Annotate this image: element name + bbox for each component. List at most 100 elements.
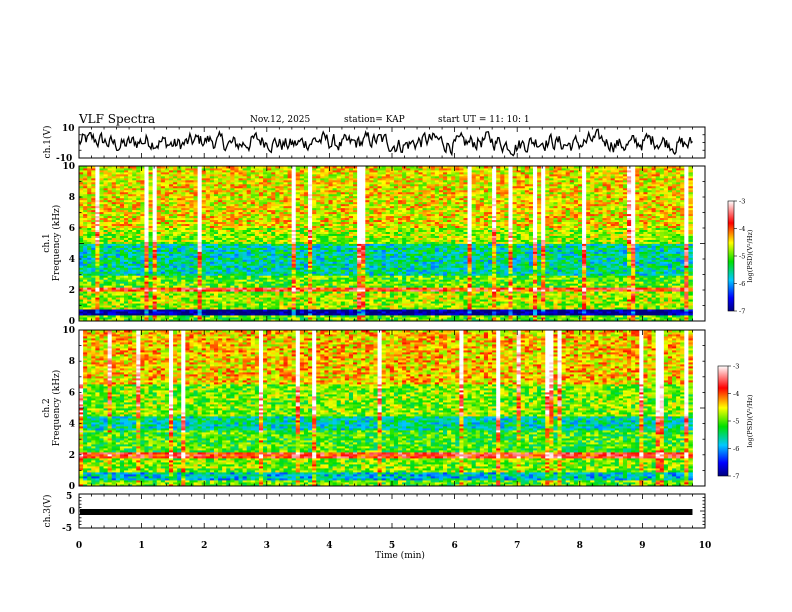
ch1-spectrogram-cell (443, 297, 448, 300)
ch1-spectrogram-cell (647, 315, 652, 318)
ch1-spectrogram-cell (422, 319, 428, 322)
ch1-spectrogram-cell (684, 295, 689, 298)
ch1-spectrogram-cell (492, 317, 497, 320)
ch1-spectrogram-cell (398, 291, 403, 294)
ch1-spectrogram-cell (205, 307, 211, 310)
ch1-spectrogram-cell (128, 295, 133, 298)
ch1-spectrogram-cell (230, 287, 235, 290)
ch1-spectrogram-cell (328, 295, 333, 298)
ch1-spectrogram-cell (385, 273, 391, 276)
ch1-spectrogram-cell (148, 299, 154, 302)
ch1-spectrogram-cell (541, 297, 546, 300)
ch1-spectrogram-cell (520, 301, 526, 304)
ch1-spectrogram-cell (136, 273, 141, 276)
ch1-spectrogram-cell (148, 283, 154, 286)
ch1-spectrogram-cell (201, 283, 207, 286)
ch1-spectrogram-cell (659, 303, 665, 306)
ch1-spectrogram-cell (688, 289, 693, 292)
ch1-spectrogram-cell (487, 305, 493, 308)
ch1-spectrogram-cell (537, 299, 542, 302)
ch1-spectrogram-cell (594, 281, 599, 284)
ch1-spectrogram-cell (99, 305, 104, 308)
ch1-spectrogram-cell (680, 313, 685, 316)
ch1-spectrogram-cell (250, 295, 256, 298)
ch1-spectrogram-cell (328, 303, 333, 306)
ch1-spectrogram-cell (430, 309, 436, 312)
ch1-spectrogram-cell (242, 265, 248, 268)
ch1-spectrogram-cell (672, 307, 677, 310)
ch1-spectrogram-cell (393, 273, 399, 276)
ch1-spectrogram-cell (443, 265, 448, 268)
ch1-spectrogram-cell (631, 273, 636, 276)
ch1-spectrogram-cell (618, 291, 624, 294)
ch1-spectrogram-cell (561, 293, 567, 296)
ch1-spectrogram-cell (320, 271, 325, 274)
ch1-spectrogram-cell (541, 279, 546, 282)
ch1-spectrogram-cell (590, 271, 595, 274)
ch1-spectrogram-cell (643, 313, 648, 316)
ch1-spectrogram-cell (451, 299, 456, 302)
ch1-spectrogram-cell (287, 269, 293, 272)
ch1-spectrogram-cell (185, 271, 190, 274)
ch1-spectrogram-cell (659, 279, 665, 282)
ch1-spectrogram-cell (684, 303, 689, 306)
ch1-spectrogram-cell (516, 283, 522, 286)
ch1-spectrogram-cell (557, 311, 562, 314)
ch1-spectrogram-cell (541, 281, 546, 284)
ch1-spectrogram-cell (402, 281, 407, 284)
ch1-spectrogram-cell (136, 267, 141, 270)
ch1-spectrogram-cell (586, 273, 591, 276)
ch1-spectrogram-cell (177, 283, 182, 286)
ch1-spectrogram-cell (561, 313, 567, 316)
ch1-spectrogram-cell (168, 287, 174, 290)
ch1-spectrogram-cell (87, 295, 92, 298)
ch1-spectrogram-cell (496, 317, 501, 320)
ch1-spectrogram-cell (475, 309, 481, 312)
ch1-spectrogram-cell (582, 267, 587, 270)
ch1-spectrogram-cell (389, 297, 395, 300)
ch1-spectrogram-cell (635, 285, 640, 288)
ch1-spectrogram-cell (553, 285, 558, 288)
ch1-spectrogram-cell (459, 285, 464, 288)
ch1-spectrogram-cell (680, 301, 685, 304)
ch1-spectrogram-cell (434, 277, 440, 280)
ch1-spectrogram-cell (549, 265, 554, 268)
ch1-spectrogram-cell (492, 283, 497, 286)
ch1-spectrogram-cell (263, 299, 268, 302)
ch1-spectrogram-cell (103, 305, 109, 308)
ch1-spectrogram-cell (258, 279, 264, 282)
ch1-spectrogram-cell (651, 271, 657, 274)
ch1-spectrogram-cell (528, 275, 534, 278)
ch1-spectrogram-cell (111, 303, 117, 306)
ch1-spectrogram-cell (140, 301, 145, 304)
ch1-spectrogram-cell (586, 279, 591, 282)
ch1-spectrogram-cell (103, 265, 109, 268)
ch1-spectrogram-cell (402, 307, 407, 310)
ch1-spectrogram-cell (234, 287, 239, 290)
ch1-spectrogram-cell (622, 319, 628, 322)
ch1-spectrogram-cell (91, 305, 96, 308)
ch1-spectrogram-cell (614, 317, 620, 320)
ch1-spectrogram-cell (324, 303, 329, 306)
ch1-spectrogram-cell (451, 313, 456, 316)
ch1-spectrogram-cell (205, 299, 211, 302)
ch1-spectrogram-cell (434, 267, 440, 270)
ch1-spectrogram-cell (459, 269, 464, 272)
ch1-spectrogram-cell (573, 273, 579, 276)
ch1-spectrogram-cell (512, 281, 518, 284)
ch1-spectrogram-cell (209, 299, 215, 302)
ch1-spectrogram-cell (483, 313, 489, 316)
ch1-spectrogram-cell (631, 281, 636, 284)
ch1-spectrogram-cell (561, 269, 567, 272)
ch1-spectrogram-cell (631, 275, 636, 278)
ch1-spectrogram-cell (582, 301, 587, 304)
ch1-spectrogram-cell (385, 313, 391, 316)
ch1-spectrogram-cell (316, 295, 321, 298)
ch1-spectrogram-cell (672, 287, 677, 290)
ch1-spectrogram-cell (218, 299, 223, 302)
ch1-spectrogram-cell (181, 275, 186, 278)
ch1-spectrogram-cell (577, 285, 583, 288)
ch1-spectrogram-cell (181, 313, 186, 316)
ch1-spectrogram-cell (99, 319, 104, 322)
ch1-spectrogram-cell (209, 291, 215, 294)
